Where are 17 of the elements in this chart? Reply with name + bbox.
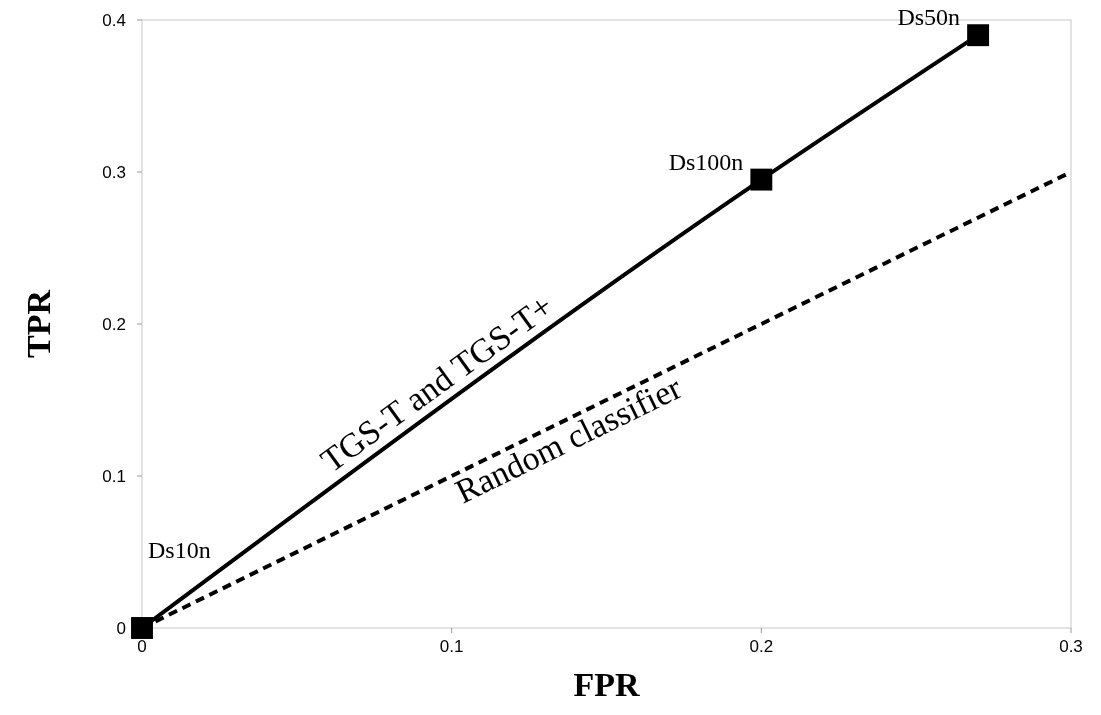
annotation: Ds50n (897, 4, 961, 31)
x-tick-label: 0.3 (1059, 637, 1083, 656)
y-tick-label: 0 (116, 618, 126, 638)
x-tick-label: 0 (137, 637, 147, 656)
y-tick-label: 0.2 (102, 314, 126, 334)
x-tick-label: 0.2 (749, 637, 774, 656)
y-axis-title: TPR (20, 289, 57, 358)
y-tick-label: 0.1 (102, 466, 126, 486)
annotation: Ds10n (148, 537, 211, 563)
point (131, 617, 153, 639)
x-axis-title: FPR (573, 666, 640, 703)
x-tick-label: 0.1 (439, 637, 464, 656)
point (750, 168, 773, 191)
y-tick-label: 0.3 (102, 162, 126, 182)
y-tick-label: 0.4 (102, 10, 126, 30)
annotation: Ds100n (668, 148, 744, 175)
point (967, 24, 990, 47)
